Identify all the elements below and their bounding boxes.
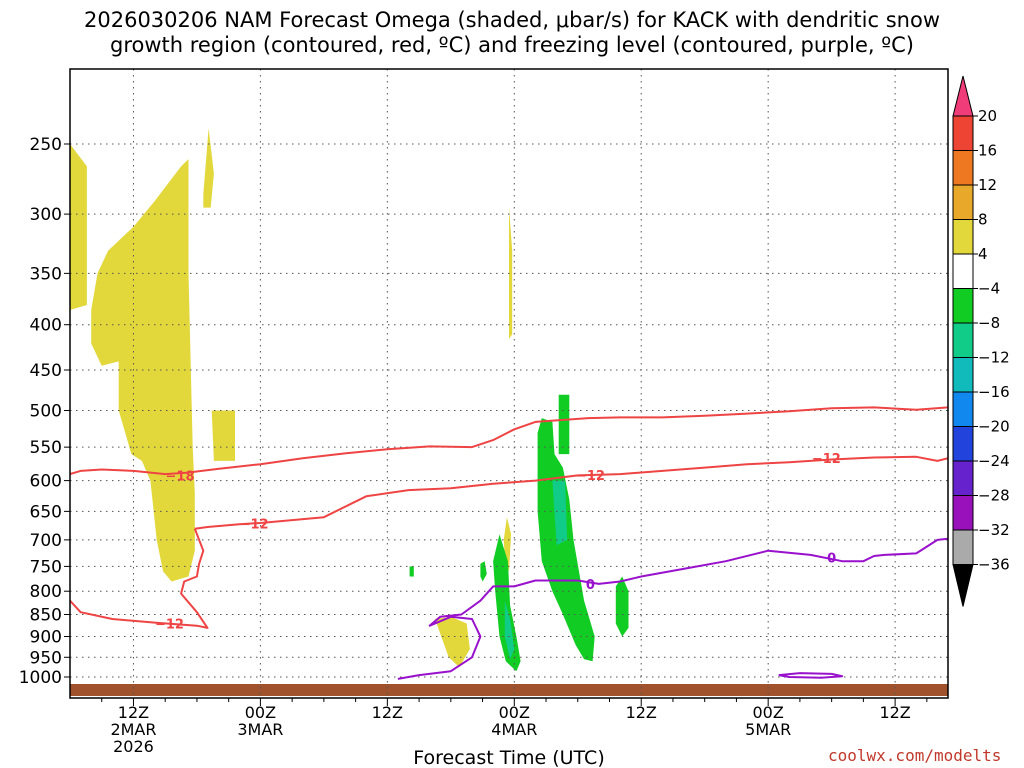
colorbar-top-arrow [952,75,974,117]
colorbar-bottom-arrow [952,564,974,607]
dgz-contour-3 [194,522,261,530]
colorbar-segment-9 [952,391,974,427]
colorbar-label-11: −28 [978,487,1010,505]
dgz-label-1: −12 [576,469,605,484]
colorbar-segment-3 [952,184,974,220]
omega-region-14 [409,566,414,577]
x-tick-label-0-0: 12Z [118,703,149,722]
ground-strip [70,684,948,696]
freezing-contour-0 [397,537,948,680]
x-tick-label-1-0: 00Z [245,703,276,722]
colorbar-segment-10 [952,426,974,462]
x-tick-label-3-1: 4MAR [491,720,537,739]
omega-region-6 [435,616,470,668]
colorbar-label-9: −20 [978,418,1010,436]
colorbar-label-8: −16 [978,383,1010,401]
x-tick-label-0-2: 2026 [113,737,154,756]
chart-title: 2026030206 NAM Forecast Omega (shaded, μ… [0,8,1024,58]
y-tick-label-900: 900 [30,627,62,647]
colorbar-label-2: 12 [978,176,997,194]
colorbar-label-10: −24 [978,452,1010,470]
y-tick-label-650: 650 [30,502,62,522]
x-axis-label: Forecast Time (UTC) [413,747,604,768]
omega-region-13 [480,561,487,582]
y-tick-label-400: 400 [30,316,62,336]
contour-layer: −18 −12 −12 −12 −12 0 0 [70,406,948,680]
omega-region-2 [203,128,214,208]
freezing-label-1: 0 [827,552,836,567]
colorbar-label-1: 16 [978,142,997,160]
y-tick-label-250: 250 [30,135,62,155]
omega-region-7 [493,534,521,672]
x-tick-label-4-0: 12Z [626,703,657,722]
y-tick-label-700: 700 [30,531,62,551]
dgz-contour-0 [70,406,948,476]
y-tick-label-300: 300 [30,205,62,225]
dgz-label-0: −18 [166,469,195,484]
x-tick-label-1-1: 3MAR [237,720,283,739]
x-tick-label-2-0: 12Z [372,703,403,722]
colorbar-segment-4 [952,219,974,255]
credit-text: coolwx.com/modelts [828,746,1002,765]
colorbar-segment-12 [952,495,974,531]
dgz-label-2: −12 [812,452,841,467]
y-tick-label-450: 450 [30,361,62,381]
colorbar-label-3: 8 [978,211,988,229]
x-tick-label-5-0: 00Z [753,703,784,722]
colorbar-label-6: −8 [978,314,1000,332]
freezing-label-0: 0 [586,578,595,593]
colorbar-segment-1 [952,115,974,151]
y-tick-label-350: 350 [30,264,62,284]
omega-region-4 [509,207,513,339]
colorbar-segment-2 [952,150,974,186]
omega-region-0 [70,144,87,310]
dgz-label-4: −12 [155,617,184,632]
omega-region-12 [615,576,629,637]
x-tick-label-0-1: 2MAR [110,720,156,739]
colorbar-label-12: −32 [978,521,1010,539]
x-tick-label-6-0: 12Z [879,703,910,722]
dgz-contour-1 [260,455,948,524]
colorbar-label-13: −36 [978,556,1010,574]
y-tick-label-950: 950 [30,648,62,668]
y-tick-label-550: 550 [30,438,62,458]
omega-region-11 [552,480,568,546]
freezing-contour-2 [778,672,844,679]
colorbar-segment-7 [952,322,974,358]
colorbar-label-0: 20 [978,107,997,125]
axes-layer: 2503003504004505005506006507007508008509… [19,135,928,756]
colorbar-label-5: −4 [978,280,1000,298]
chart-title-line1: 2026030206 NAM Forecast Omega (shaded, μ… [84,8,940,32]
colorbar-segment-5 [952,253,974,289]
colorbar: 20 16 12 8 4 −4 −8 −12 −16 −20 −24 −28 −32 −36 [952,75,1010,607]
colorbar-label-4: 4 [978,245,988,263]
dgz-contour-4 [70,528,209,629]
y-tick-label-500: 500 [30,402,62,422]
omega-shading-layer [70,128,629,672]
colorbar-label-7: −12 [978,349,1010,367]
omega-region-10 [558,394,570,455]
chart-title-line2: growth region (contoured, red, ºC) and f… [110,33,914,57]
y-tick-label-750: 750 [30,557,62,577]
colorbar-segment-8 [952,357,974,393]
colorbar-segment-6 [952,288,974,324]
y-tick-label-600: 600 [30,472,62,492]
y-tick-label-850: 850 [30,606,62,626]
omega-region-8 [504,600,515,660]
plot-frame [69,68,949,699]
colorbar-segment-13 [952,529,974,565]
y-tick-label-800: 800 [30,582,62,602]
y-tick-label-1000: 1000 [19,668,62,688]
omega-region-3 [211,410,235,461]
x-tick-label-3-0: 00Z [499,703,530,722]
grid-layer [70,69,948,698]
x-tick-label-5-1: 5MAR [745,720,791,739]
colorbar-segment-11 [952,460,974,496]
dgz-label-3: −12 [240,518,269,533]
